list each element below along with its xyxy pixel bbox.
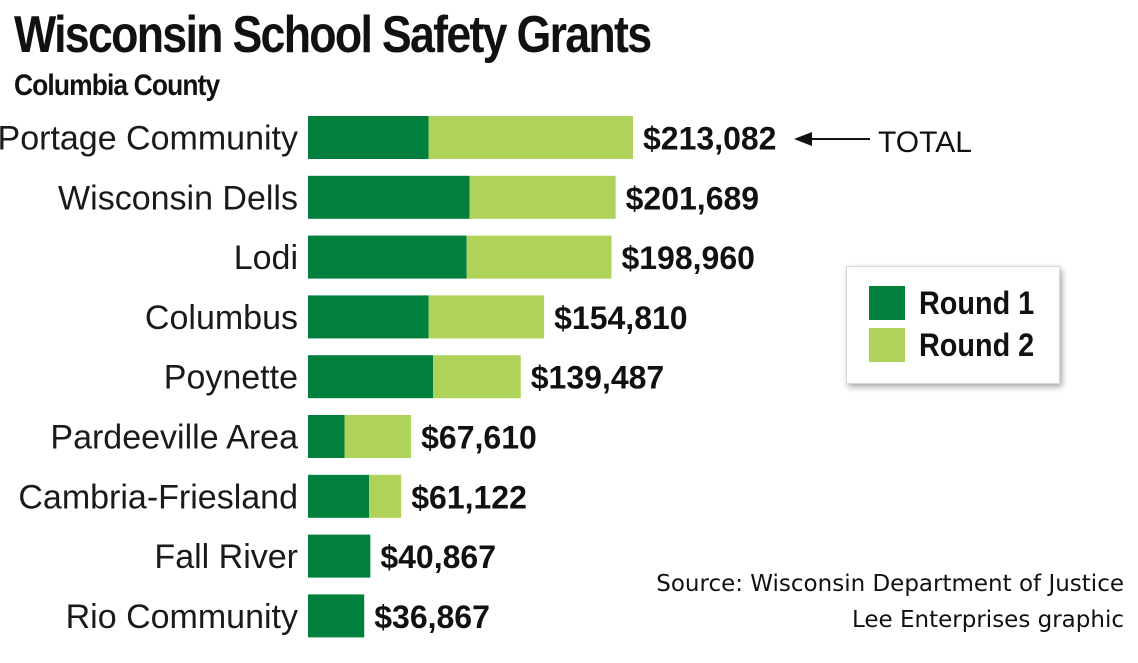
bar-round-1-columbus [308, 295, 429, 339]
legend-swatch-round-2 [869, 328, 905, 362]
chart-subtitle: Columbia County [14, 69, 220, 102]
bar-round-2-lodi [466, 235, 612, 279]
bar-round-2-pardeeville-area [344, 415, 412, 458]
legend-label-round-1: Round 1 [919, 284, 1035, 321]
bar-round-2-wisconsin-dells [469, 175, 616, 219]
credit-text: Lee Enterprises graphic [852, 607, 1124, 633]
total-label-rio-community: $36,867 [374, 599, 490, 635]
chart-title: Wisconsin School Safety Grants [14, 6, 652, 64]
total-label-poynette: $139,487 [531, 360, 664, 396]
total-label-lodi: $198,960 [621, 240, 754, 276]
legend: Round 1 Round 2 [846, 266, 1060, 384]
total-label-columbus: $154,810 [554, 300, 687, 336]
legend-swatch-round-1 [869, 286, 905, 320]
category-label-lodi: Lodi [234, 239, 298, 277]
bar-round-1-cambria-friesland [308, 474, 370, 518]
bar-round-1-rio-community [308, 594, 365, 638]
bar-round-2-cambria-friesland [369, 474, 402, 518]
bar-round-1-fall-river [308, 534, 371, 578]
total-label-fall-river: $40,867 [380, 539, 496, 575]
category-label-pardeeville-area: Pardeeville Area [50, 419, 298, 457]
bar-round-1-pardeeville-area [308, 415, 345, 458]
total-label-pardeeville-area: $67,610 [421, 420, 537, 456]
bar-round-1-portage-community [308, 116, 429, 159]
category-label-poynette: Poynette [164, 359, 298, 397]
total-arrow-head [794, 132, 812, 146]
bars [308, 116, 633, 638]
category-label-fall-river: Fall River [154, 538, 298, 576]
legend-item-round-1: Round 1 [869, 283, 1047, 323]
bar-round-2-poynette [433, 355, 521, 399]
category-label-rio-community: Rio Community [66, 598, 298, 636]
category-label-cambria-friesland: Cambria-Friesland [18, 478, 298, 516]
total-label-portage-community: $213,082 [643, 121, 776, 157]
category-label-columbus: Columbus [145, 299, 298, 337]
bar-round-2-portage-community [428, 116, 633, 159]
bar-round-1-poynette [308, 355, 434, 399]
source-credit: Source: Wisconsin Department of Justice … [656, 566, 1124, 638]
total-annotation: TOTAL [794, 126, 972, 159]
legend-label-round-2: Round 2 [919, 326, 1035, 363]
total-label-cambria-friesland: $61,122 [411, 479, 527, 515]
bar-round-1-wisconsin-dells [308, 175, 470, 219]
source-text: Source: Wisconsin Department of Justice [656, 571, 1124, 597]
total-label-wisconsin-dells: $201,689 [626, 180, 759, 216]
total-value-labels: $213,082 $201,689 $198,960 $154,810 $139,487… [374, 121, 776, 635]
category-labels: Portage Community Wisconsin Dells Lodi Colu… [0, 120, 298, 636]
category-label-wisconsin-dells: Wisconsin Dells [58, 179, 298, 217]
category-label-portage-community: Portage Community [0, 120, 298, 158]
total-annotation-label: TOTAL [878, 126, 972, 159]
bar-round-2-columbus [428, 295, 545, 339]
bar-round-1-lodi [308, 235, 467, 279]
legend-item-round-2: Round 2 [869, 325, 1047, 365]
